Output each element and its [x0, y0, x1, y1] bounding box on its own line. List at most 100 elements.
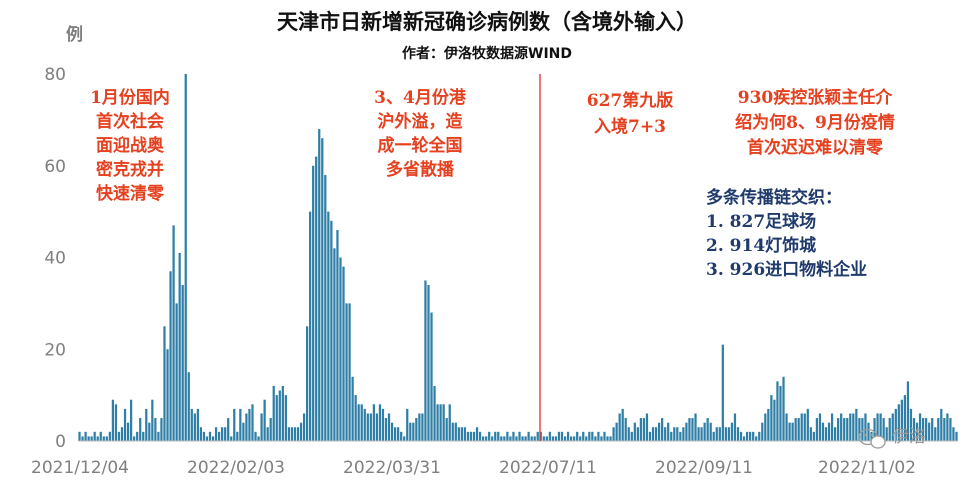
bar: [214, 427, 218, 441]
bar: [718, 427, 721, 441]
bar: [485, 436, 488, 441]
bar: [360, 404, 363, 441]
bar: [788, 422, 791, 441]
bar: [921, 418, 925, 441]
bar: [873, 418, 876, 441]
bar: [421, 413, 424, 441]
bar: [145, 408, 148, 441]
bar: [654, 427, 658, 441]
bar: [569, 436, 573, 441]
bar: [309, 211, 312, 441]
bar: [858, 418, 861, 441]
bar: [439, 404, 442, 441]
bar: [257, 436, 260, 441]
bar: [900, 399, 903, 441]
bar: [312, 165, 315, 441]
bar: [691, 418, 694, 441]
bar: [940, 408, 943, 441]
bar: [430, 312, 433, 441]
bar: [843, 418, 846, 441]
bar: [227, 418, 230, 441]
bar: [636, 427, 639, 441]
bar: [433, 385, 436, 441]
bar: [697, 427, 700, 441]
bar: [305, 326, 309, 441]
bar: [782, 376, 785, 441]
bar: [676, 427, 679, 441]
bar: [791, 422, 794, 441]
bar: [333, 248, 336, 441]
bar: [897, 404, 900, 441]
bar: [846, 418, 849, 441]
chart-subtitle: 作者：伊洛牧数据源WIND: [402, 45, 572, 62]
annotation: 3、4月份港沪外溢，造成一轮全国多省散播: [374, 87, 467, 180]
bar: [378, 404, 382, 441]
bar: [667, 422, 670, 441]
bar: [205, 436, 209, 441]
bar: [915, 422, 919, 441]
bar: [254, 431, 257, 441]
bar: [536, 431, 539, 441]
bar: [454, 422, 457, 441]
bar: [460, 427, 463, 441]
bar: [139, 418, 142, 441]
bar: [803, 413, 806, 441]
bar: [627, 427, 630, 441]
bar: [263, 399, 266, 441]
bar: [148, 422, 151, 441]
bar: [852, 413, 855, 441]
bar: [548, 431, 551, 441]
bar: [855, 408, 858, 441]
bar: [184, 74, 187, 441]
bar: [648, 431, 652, 441]
chart-title: 天津市日新增新冠确诊病例数（含境外输入）: [277, 9, 697, 34]
bar: [230, 436, 233, 441]
bar: [108, 431, 111, 441]
bar: [366, 413, 369, 441]
bar: [594, 436, 597, 441]
bar: [260, 413, 263, 441]
bar: [193, 413, 196, 441]
bar: [463, 427, 467, 441]
bar: [126, 422, 130, 441]
bar: [381, 408, 385, 441]
bar: [424, 280, 427, 441]
bar: [330, 220, 333, 441]
bar: [879, 413, 882, 441]
bar: [348, 303, 351, 441]
bar: [509, 436, 512, 441]
bar: [133, 436, 136, 441]
bar: [909, 408, 913, 441]
bar: [755, 436, 758, 441]
bar: [233, 408, 236, 441]
x-axis-ticks: 2021/12/04 2022/02/03 2022/03/31 2022/07/11…: [31, 458, 916, 478]
bar: [530, 436, 533, 441]
bar: [293, 427, 297, 441]
bar: [730, 422, 734, 441]
bar: [639, 418, 643, 441]
bar: [400, 431, 403, 441]
annotation: 930疾控张颖主任介绍为何8、9月份疫情首次迟迟难以清零: [735, 87, 895, 158]
bar: [785, 413, 788, 441]
bar: [351, 376, 354, 441]
bar: [867, 422, 870, 441]
bar: [588, 431, 591, 441]
wechat-icon: [858, 428, 886, 449]
bar: [290, 427, 294, 441]
bar: [724, 427, 727, 441]
bar: [87, 436, 90, 441]
bar: [624, 418, 627, 441]
bar: [199, 427, 203, 441]
bar: [142, 431, 145, 441]
bar: [767, 408, 770, 441]
bar: [937, 418, 940, 441]
bar: [269, 418, 272, 441]
bar: [96, 436, 99, 441]
bar: [448, 404, 451, 441]
bar: [384, 418, 388, 441]
bar-series: [78, 74, 958, 442]
bar: [245, 413, 248, 441]
bar: [824, 427, 828, 441]
watermark: 伊洛: [858, 427, 926, 449]
bar: [736, 427, 740, 441]
